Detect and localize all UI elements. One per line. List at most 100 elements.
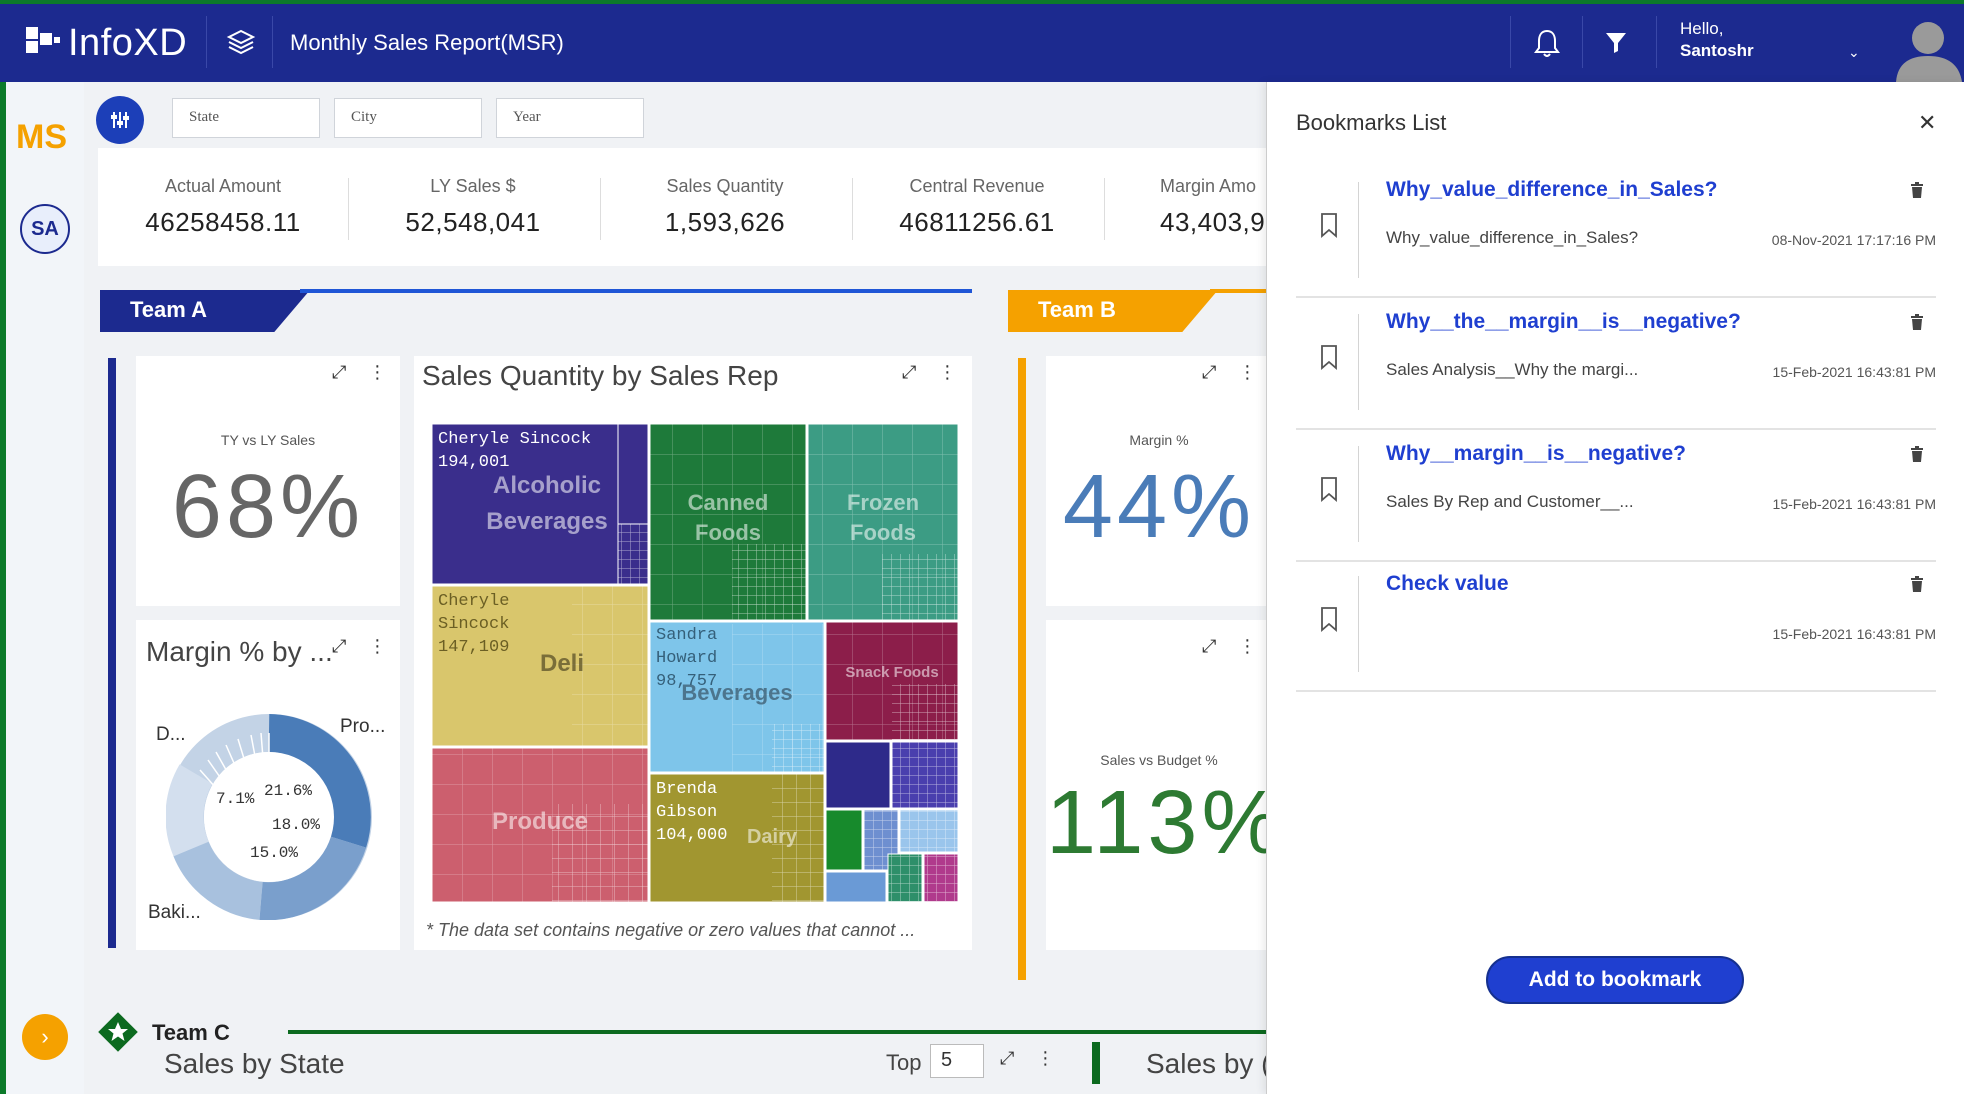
bookmark-name[interactable]: Why__margin__is__negative? bbox=[1386, 442, 1686, 465]
expand-icon[interactable]: ⤢ bbox=[1000, 1048, 1015, 1068]
tile-tools: ⤢ ⋮ bbox=[1180, 362, 1256, 383]
app-name: InfoXD bbox=[68, 22, 188, 64]
bookmark-icon bbox=[1321, 477, 1337, 502]
add-to-bookmark-button[interactable]: Add to bookmark bbox=[1486, 956, 1744, 1004]
tile-tools: ⤢ ⋮ bbox=[1180, 636, 1256, 657]
tile-tools: ⤢ ⋮ bbox=[880, 362, 956, 383]
bookmark-name[interactable]: Check value bbox=[1386, 572, 1509, 595]
bookmark-item[interactable]: Why__the__margin__is__negative? Sales An… bbox=[1296, 300, 1936, 430]
treemap-footnote: * The data set contains negative or zero… bbox=[426, 920, 916, 940]
expand-icon[interactable]: ⤢ bbox=[1202, 362, 1217, 382]
bookmark-description: Sales Analysis__Why the margi... bbox=[1386, 360, 1639, 379]
rep-value: 147,109 bbox=[438, 638, 510, 657]
more-vertical-icon[interactable]: ⋮ bbox=[1036, 1048, 1055, 1068]
team-c-label[interactable]: Team C bbox=[152, 1020, 230, 1045]
more-vertical-icon[interactable]: ⋮ bbox=[368, 636, 387, 656]
kpi-label: Central Revenue bbox=[909, 176, 1045, 196]
user-avatar[interactable] bbox=[1888, 16, 1964, 82]
sales-vs-budget-tile bbox=[1046, 620, 1268, 950]
kpi-label: Actual Amount bbox=[164, 176, 282, 196]
treemap-rep-label: Sandra Howard 98,757 bbox=[656, 624, 717, 693]
app-logo[interactable]: InfoXD bbox=[26, 22, 187, 65]
expand-icon[interactable]: ⤢ bbox=[902, 362, 917, 382]
trash-icon[interactable] bbox=[1910, 314, 1924, 330]
state-filter[interactable]: State bbox=[172, 98, 320, 138]
team-b-tab[interactable]: Team B bbox=[1008, 290, 1218, 332]
header-divider bbox=[272, 16, 273, 68]
more-vertical-icon[interactable]: ⋮ bbox=[1238, 362, 1257, 382]
bookmark-icon bbox=[1321, 213, 1337, 238]
ty-vs-ly-tile bbox=[136, 356, 400, 606]
category-text: Canned bbox=[687, 490, 769, 515]
close-icon[interactable]: ✕ bbox=[1918, 110, 1937, 135]
trash-icon[interactable] bbox=[1910, 446, 1924, 462]
rep-name: Cheryle Sincock bbox=[438, 430, 592, 449]
expand-rail-button[interactable]: › bbox=[22, 1014, 68, 1060]
top-n-input[interactable]: 5 bbox=[930, 1044, 984, 1078]
team-a-tab[interactable]: Team A bbox=[100, 290, 310, 332]
margin-pct-tile bbox=[1046, 356, 1268, 606]
tile-tools: ⤢ ⋮ bbox=[310, 636, 386, 657]
report-title[interactable]: Monthly Sales Report(MSR) bbox=[290, 30, 564, 55]
greeting-text: Hello, bbox=[1680, 19, 1724, 38]
bookmark-item[interactable]: Check value 15-Feb-2021 16:43:81 PM bbox=[1296, 562, 1936, 692]
chevron-down-icon[interactable]: ⌄ bbox=[1848, 44, 1860, 60]
more-vertical-icon[interactable]: ⋮ bbox=[368, 362, 387, 382]
treemap-category-label: Frozen Foods bbox=[808, 488, 958, 548]
category-text: Foods bbox=[850, 520, 916, 545]
bookmark-description: Sales By Rep and Customer__... bbox=[1386, 492, 1634, 511]
filter-settings-button[interactable] bbox=[96, 96, 144, 144]
user-greeting[interactable]: Hello, Santoshr bbox=[1680, 18, 1754, 62]
donut-label: Pro... bbox=[340, 716, 386, 737]
donut-value: 18.0% bbox=[272, 816, 321, 834]
chart-title: Sales by State bbox=[164, 1048, 345, 1079]
category-text: Beverages bbox=[486, 508, 608, 535]
team-a-bar bbox=[108, 358, 116, 948]
treemap-rep-label: Brenda Gibson 104,000 bbox=[656, 778, 727, 847]
chart-title: Margin % by ... bbox=[146, 636, 333, 667]
treemap-chart[interactable]: Cheryle Sincock 194,001 Alcoholic Beverage… bbox=[432, 424, 958, 902]
bookmark-date: 15-Feb-2021 16:43:81 PM bbox=[1772, 496, 1936, 512]
trash-icon[interactable] bbox=[1910, 182, 1924, 198]
city-filter[interactable]: City bbox=[334, 98, 482, 138]
rep-name: Sandra bbox=[656, 626, 718, 645]
kpi-margin-amount: Margin Amo 43,403,9 bbox=[1104, 176, 1264, 238]
kpi-divider bbox=[348, 178, 349, 240]
bookmark-item[interactable]: Why__margin__is__negative? Sales By Rep … bbox=[1296, 432, 1936, 562]
bookmark-name[interactable]: Why__the__margin__is__negative? bbox=[1386, 310, 1741, 333]
notification-bell-icon[interactable] bbox=[1534, 28, 1560, 63]
bookmark-item[interactable]: Why_value_difference_in_Sales? Why_value… bbox=[1296, 168, 1936, 298]
year-filter[interactable]: Year bbox=[496, 98, 644, 138]
bookmarks-panel bbox=[1266, 82, 1964, 1094]
treemap-category-label: Deli bbox=[539, 650, 584, 677]
chart-title: Sales by ( bbox=[1146, 1048, 1271, 1079]
donut-value: 21.6% bbox=[264, 782, 313, 800]
treemap-category-label: Dairy bbox=[746, 826, 798, 848]
rep-value: 194,001 bbox=[438, 453, 510, 472]
expand-icon[interactable]: ⤢ bbox=[332, 362, 347, 382]
margin-donut-chart[interactable] bbox=[166, 714, 372, 920]
kpi-divider bbox=[1104, 178, 1105, 240]
filter-icon[interactable] bbox=[1604, 30, 1628, 59]
team-c-bar bbox=[1092, 1042, 1100, 1084]
header-divider bbox=[206, 16, 207, 68]
tile-tools: ⤢ ⋮ bbox=[978, 1048, 1054, 1069]
user-name: Santoshr bbox=[1680, 41, 1754, 60]
user-initials-avatar[interactable]: SA bbox=[20, 204, 70, 254]
more-vertical-icon[interactable]: ⋮ bbox=[938, 362, 957, 382]
trash-icon[interactable] bbox=[1910, 576, 1924, 592]
logo-icon bbox=[26, 26, 60, 61]
more-vertical-icon[interactable]: ⋮ bbox=[1238, 636, 1257, 656]
kpi-divider bbox=[852, 178, 853, 240]
expand-icon[interactable]: ⤢ bbox=[1202, 636, 1217, 656]
kpi-value: 43,403,9 bbox=[1160, 207, 1264, 237]
bookmark-divider bbox=[1358, 314, 1359, 410]
donut-value: 7.1% bbox=[216, 790, 255, 808]
header-divider bbox=[1656, 16, 1657, 68]
bookmark-name[interactable]: Why_value_difference_in_Sales? bbox=[1386, 178, 1718, 201]
kpi-value: 46811256.61 bbox=[899, 207, 1055, 237]
tile-title: Margin % bbox=[1129, 432, 1189, 448]
expand-icon[interactable]: ⤢ bbox=[332, 636, 347, 656]
layers-icon[interactable] bbox=[226, 28, 256, 56]
tile-value: 113% bbox=[1046, 773, 1286, 873]
